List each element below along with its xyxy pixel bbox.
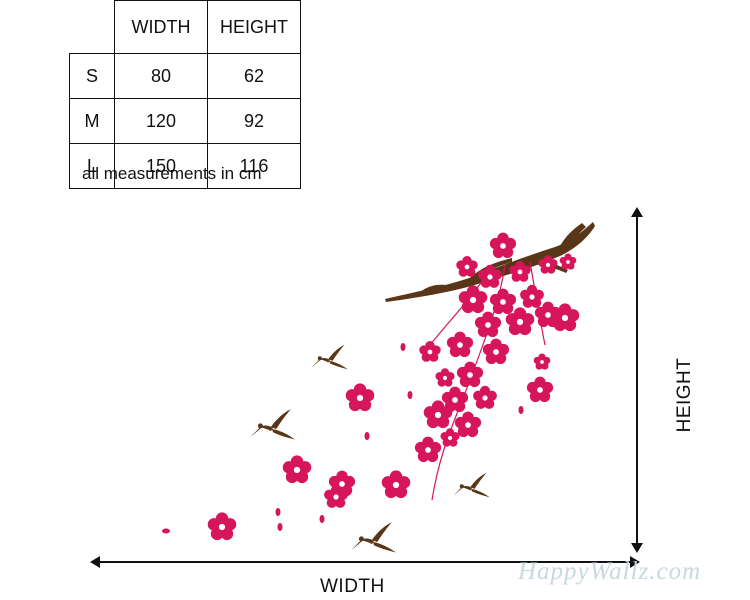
petal [364, 432, 370, 440]
petal [162, 528, 170, 534]
blossom-icon [526, 376, 554, 402]
bird-icon [312, 344, 348, 370]
width-value: 150 [114, 143, 208, 189]
table-row: L 150 116 [69, 143, 301, 189]
blossom-icon [435, 368, 455, 387]
measurement-note: all measurements in cm [82, 164, 262, 183]
width-dimension-arrow [90, 556, 640, 568]
blossom-icon [446, 331, 474, 357]
size-chart-table: WIDTH HEIGHT S 80 62 M 120 92 L 150 116 [69, 0, 301, 189]
height-dimension-arrow [631, 207, 643, 553]
blossom-icon [473, 385, 497, 409]
width-value: 80 [114, 53, 208, 99]
petal [277, 523, 283, 531]
blossom-icon [440, 428, 460, 447]
watermark-logo: HappyWallz.com [518, 558, 702, 585]
blossom-icon [414, 436, 442, 462]
height-value: 116 [207, 143, 301, 189]
blossom-icon [207, 512, 237, 541]
blossom-icon [456, 361, 484, 387]
blossom-icon [419, 341, 441, 362]
width-label: WIDTH [320, 576, 385, 597]
blossom-icon [381, 470, 411, 499]
blossom-icon [458, 285, 488, 314]
blossom-icon [520, 284, 544, 308]
table-corner-cell [69, 0, 115, 54]
blossom-icon [474, 311, 502, 337]
blossom-cluster [414, 232, 580, 462]
bird-icon [250, 409, 296, 440]
blossom-icon [282, 455, 312, 484]
blossom-icon [559, 253, 577, 270]
petal [275, 508, 281, 516]
petal [407, 391, 413, 399]
blossom-icon [489, 288, 517, 314]
blossom-icon [454, 411, 482, 437]
height-value: 62 [207, 53, 301, 99]
blossom-icon [345, 383, 375, 412]
blossom-icon [533, 353, 551, 370]
table-header-row: WIDTH HEIGHT [69, 0, 301, 54]
table-row: S 80 62 [69, 53, 301, 99]
height-label: HEIGHT [674, 357, 695, 433]
width-value: 120 [114, 98, 208, 144]
blossom-icon [456, 256, 478, 277]
header-height: HEIGHT [207, 0, 301, 54]
petal [400, 343, 406, 351]
bird-icon [454, 472, 490, 498]
bird-icon [351, 522, 397, 553]
size-label: M [69, 98, 115, 144]
table-row: M 120 92 [69, 98, 301, 144]
petal [319, 515, 325, 523]
petal [518, 406, 524, 414]
height-value: 92 [207, 98, 301, 144]
falling-blossoms [162, 343, 524, 541]
blossom-icon [489, 232, 517, 258]
blossom-icon [482, 338, 510, 364]
